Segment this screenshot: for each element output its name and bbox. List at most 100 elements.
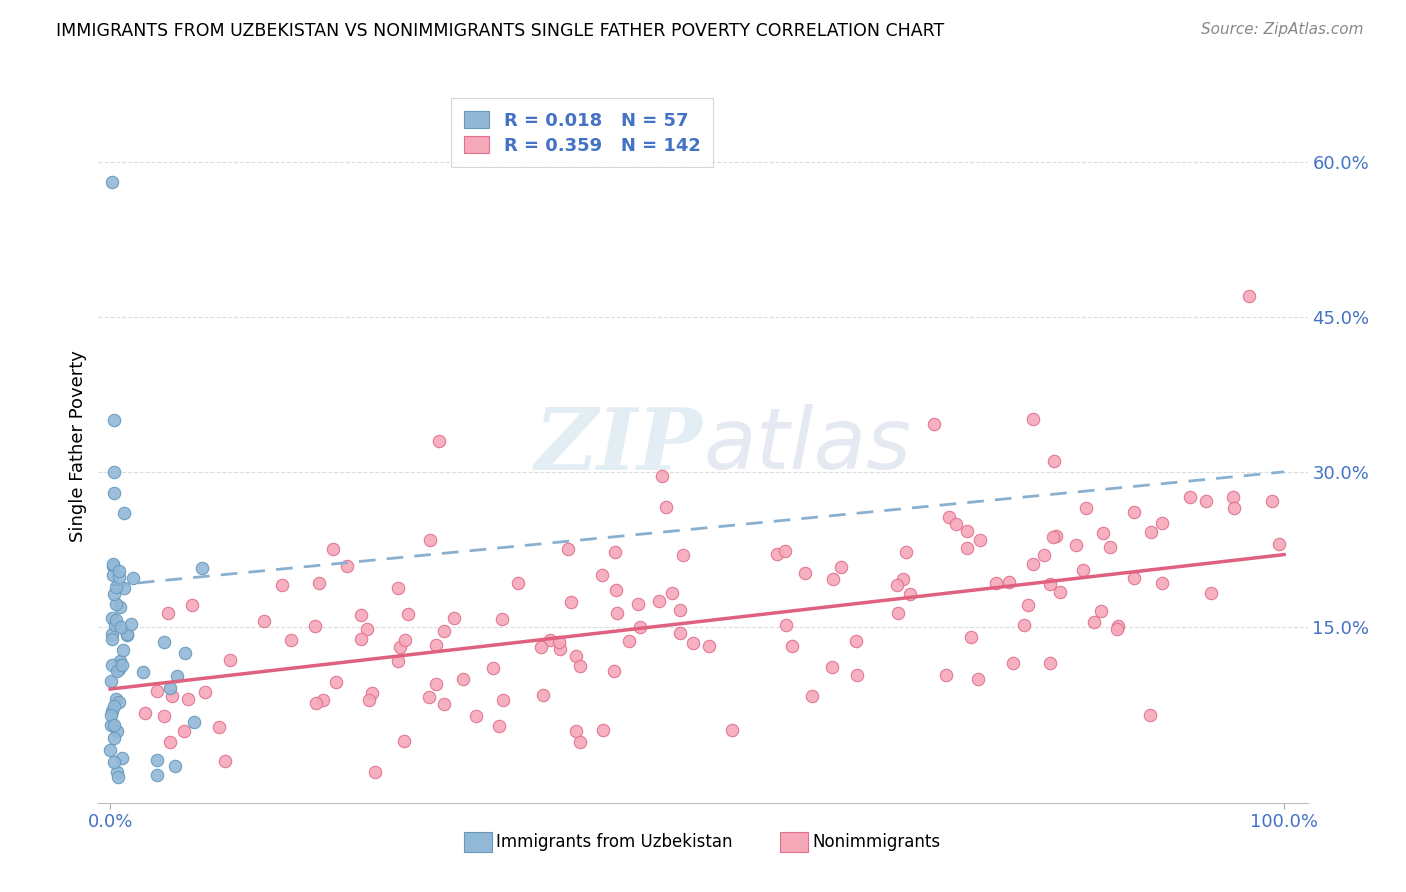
Point — [111, 657, 134, 672]
Point — [105, 765, 128, 780]
Point — [956, 541, 979, 556]
Point — [1261, 493, 1284, 508]
Point — [464, 709, 486, 723]
Point — [1039, 577, 1062, 591]
Point — [101, 611, 124, 625]
Point — [174, 646, 197, 660]
Point — [800, 689, 823, 703]
Point — [103, 698, 125, 713]
Point — [104, 618, 127, 632]
Point — [1033, 549, 1056, 563]
Point — [697, 639, 720, 653]
Point — [602, 664, 624, 678]
Point — [153, 635, 176, 649]
Point — [146, 768, 169, 782]
Point — [122, 571, 145, 585]
Point — [183, 714, 205, 729]
Point — [103, 465, 125, 479]
Point — [591, 567, 613, 582]
Point — [103, 485, 125, 500]
Point — [766, 547, 789, 561]
Point — [103, 587, 125, 601]
Point — [1002, 656, 1025, 670]
Point — [180, 598, 202, 612]
Point — [159, 681, 181, 695]
Text: Nonimmigrants: Nonimmigrants — [813, 833, 941, 851]
Point — [557, 542, 579, 557]
Point — [112, 642, 135, 657]
Point — [115, 628, 138, 642]
Point — [425, 638, 447, 652]
Point — [219, 653, 242, 667]
Point — [101, 627, 124, 641]
Point — [1022, 557, 1045, 571]
Point — [110, 620, 132, 634]
Point — [967, 673, 990, 687]
Point — [103, 756, 125, 770]
Point — [425, 677, 447, 691]
Point — [208, 720, 231, 734]
Point — [1150, 576, 1173, 591]
Point — [773, 544, 796, 558]
Point — [112, 581, 135, 595]
Point — [132, 665, 155, 679]
Point — [935, 667, 957, 681]
Point — [668, 603, 690, 617]
Point — [682, 636, 704, 650]
Point — [214, 754, 236, 768]
Point — [922, 417, 945, 432]
Point — [969, 533, 991, 547]
Point — [103, 717, 125, 731]
Point — [1105, 622, 1128, 636]
Point — [322, 542, 344, 557]
Point — [350, 632, 373, 646]
Point — [271, 577, 294, 591]
Text: IMMIGRANTS FROM UZBEKISTAN VS NONIMMIGRANTS SINGLE FATHER POVERTY CORRELATION CH: IMMIGRANTS FROM UZBEKISTAN VS NONIMMIGRA… — [56, 22, 945, 40]
Point — [1268, 537, 1291, 551]
Point — [433, 624, 456, 639]
Point — [280, 632, 302, 647]
Point — [100, 175, 122, 189]
Point — [1091, 525, 1114, 540]
Point — [356, 622, 378, 636]
Point — [482, 661, 505, 675]
Point — [394, 633, 416, 648]
Point — [100, 704, 122, 718]
Point — [506, 576, 529, 591]
Point — [547, 634, 569, 648]
Point — [100, 658, 122, 673]
Point — [103, 413, 125, 427]
Point — [253, 614, 276, 628]
Point — [419, 533, 441, 547]
Point — [194, 685, 217, 699]
Point — [945, 517, 967, 532]
Text: atlas: atlas — [703, 404, 911, 488]
Point — [491, 612, 513, 626]
Point — [336, 558, 359, 573]
Point — [105, 580, 128, 594]
Point — [101, 559, 124, 574]
Point — [606, 607, 628, 621]
Point — [157, 607, 180, 621]
Point — [100, 674, 122, 689]
Point — [651, 469, 673, 483]
Point — [1042, 454, 1064, 468]
Point — [108, 657, 131, 672]
Y-axis label: Single Father Poverty: Single Father Poverty — [69, 350, 87, 542]
Point — [1017, 599, 1039, 613]
Point — [661, 585, 683, 599]
Point — [105, 597, 128, 611]
Point — [1199, 585, 1222, 599]
Point — [443, 611, 465, 625]
Point — [104, 691, 127, 706]
Point — [821, 660, 844, 674]
Point — [648, 594, 671, 608]
Point — [960, 630, 983, 644]
Point — [111, 750, 134, 764]
Point — [823, 572, 845, 586]
Point — [894, 545, 917, 559]
Point — [159, 735, 181, 749]
Point — [387, 654, 409, 668]
Point — [592, 723, 614, 738]
Point — [1042, 530, 1064, 544]
